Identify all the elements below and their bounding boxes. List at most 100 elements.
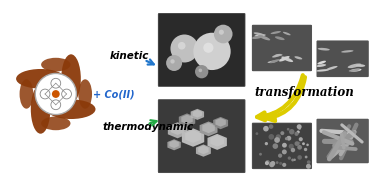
Circle shape bbox=[198, 69, 202, 72]
Circle shape bbox=[282, 143, 287, 148]
Circle shape bbox=[269, 124, 273, 129]
Ellipse shape bbox=[316, 64, 326, 67]
Ellipse shape bbox=[281, 56, 293, 62]
Circle shape bbox=[270, 161, 275, 166]
Circle shape bbox=[305, 156, 308, 158]
Circle shape bbox=[265, 161, 269, 165]
Circle shape bbox=[51, 100, 61, 110]
FancyBboxPatch shape bbox=[253, 25, 311, 70]
Circle shape bbox=[291, 158, 294, 161]
Ellipse shape bbox=[254, 34, 266, 37]
Circle shape bbox=[193, 33, 231, 70]
FancyBboxPatch shape bbox=[159, 14, 245, 86]
Circle shape bbox=[40, 89, 50, 99]
Circle shape bbox=[304, 148, 307, 151]
Circle shape bbox=[265, 142, 268, 145]
Circle shape bbox=[282, 149, 287, 154]
Circle shape bbox=[273, 143, 278, 149]
Circle shape bbox=[297, 155, 302, 160]
Circle shape bbox=[35, 74, 76, 114]
Circle shape bbox=[62, 89, 71, 99]
Ellipse shape bbox=[272, 54, 281, 58]
Ellipse shape bbox=[283, 32, 291, 35]
Ellipse shape bbox=[350, 69, 361, 72]
Ellipse shape bbox=[258, 35, 270, 40]
FancyBboxPatch shape bbox=[156, 12, 247, 88]
Polygon shape bbox=[202, 123, 215, 133]
Circle shape bbox=[297, 130, 300, 134]
Ellipse shape bbox=[279, 56, 290, 61]
Ellipse shape bbox=[348, 64, 361, 68]
Polygon shape bbox=[196, 144, 211, 157]
Polygon shape bbox=[193, 110, 202, 118]
Ellipse shape bbox=[349, 69, 360, 72]
Circle shape bbox=[259, 153, 262, 156]
Ellipse shape bbox=[46, 99, 96, 119]
Ellipse shape bbox=[356, 64, 365, 67]
Polygon shape bbox=[168, 122, 187, 138]
Circle shape bbox=[178, 42, 186, 50]
Ellipse shape bbox=[254, 32, 264, 36]
Circle shape bbox=[299, 137, 303, 141]
FancyBboxPatch shape bbox=[317, 41, 368, 76]
Polygon shape bbox=[181, 115, 193, 124]
Circle shape bbox=[170, 59, 175, 64]
Circle shape bbox=[287, 136, 289, 139]
Circle shape bbox=[52, 90, 60, 98]
Circle shape bbox=[297, 124, 302, 129]
Ellipse shape bbox=[20, 79, 33, 109]
Ellipse shape bbox=[341, 50, 353, 53]
Ellipse shape bbox=[271, 31, 281, 34]
Ellipse shape bbox=[275, 36, 285, 40]
Circle shape bbox=[166, 55, 182, 71]
Circle shape bbox=[214, 25, 232, 43]
FancyBboxPatch shape bbox=[317, 119, 368, 163]
Text: thermodynamic: thermodynamic bbox=[103, 122, 194, 132]
Circle shape bbox=[282, 163, 286, 167]
Ellipse shape bbox=[61, 54, 81, 103]
Circle shape bbox=[195, 65, 208, 78]
Circle shape bbox=[278, 154, 282, 158]
Ellipse shape bbox=[41, 117, 70, 130]
Circle shape bbox=[263, 126, 269, 131]
Circle shape bbox=[279, 162, 282, 165]
Circle shape bbox=[203, 43, 214, 53]
Circle shape bbox=[298, 127, 301, 130]
Circle shape bbox=[287, 128, 290, 131]
Circle shape bbox=[302, 142, 305, 145]
Circle shape bbox=[256, 132, 258, 135]
Polygon shape bbox=[171, 124, 184, 135]
Text: transformation: transformation bbox=[254, 86, 354, 99]
Polygon shape bbox=[167, 139, 181, 150]
FancyBboxPatch shape bbox=[159, 100, 245, 172]
Circle shape bbox=[219, 30, 224, 35]
Circle shape bbox=[268, 134, 274, 140]
FancyBboxPatch shape bbox=[315, 39, 370, 78]
Ellipse shape bbox=[275, 54, 282, 56]
Polygon shape bbox=[182, 128, 204, 147]
Circle shape bbox=[297, 145, 302, 150]
Circle shape bbox=[289, 129, 294, 134]
Circle shape bbox=[287, 136, 291, 141]
Circle shape bbox=[285, 137, 288, 140]
Ellipse shape bbox=[270, 59, 280, 63]
Polygon shape bbox=[185, 130, 201, 143]
Circle shape bbox=[297, 142, 300, 145]
Circle shape bbox=[307, 160, 311, 164]
Circle shape bbox=[289, 144, 294, 149]
Polygon shape bbox=[213, 117, 228, 129]
Ellipse shape bbox=[252, 35, 263, 39]
Ellipse shape bbox=[268, 60, 277, 63]
FancyArrowPatch shape bbox=[257, 75, 303, 120]
Circle shape bbox=[294, 132, 299, 136]
Circle shape bbox=[276, 161, 279, 164]
Ellipse shape bbox=[16, 69, 65, 89]
FancyBboxPatch shape bbox=[156, 98, 247, 174]
Polygon shape bbox=[191, 109, 204, 120]
FancyBboxPatch shape bbox=[251, 24, 313, 72]
FancyBboxPatch shape bbox=[251, 121, 313, 170]
Polygon shape bbox=[179, 113, 195, 127]
Circle shape bbox=[51, 78, 61, 88]
Circle shape bbox=[269, 162, 274, 167]
Text: + Co(II): + Co(II) bbox=[93, 89, 135, 99]
